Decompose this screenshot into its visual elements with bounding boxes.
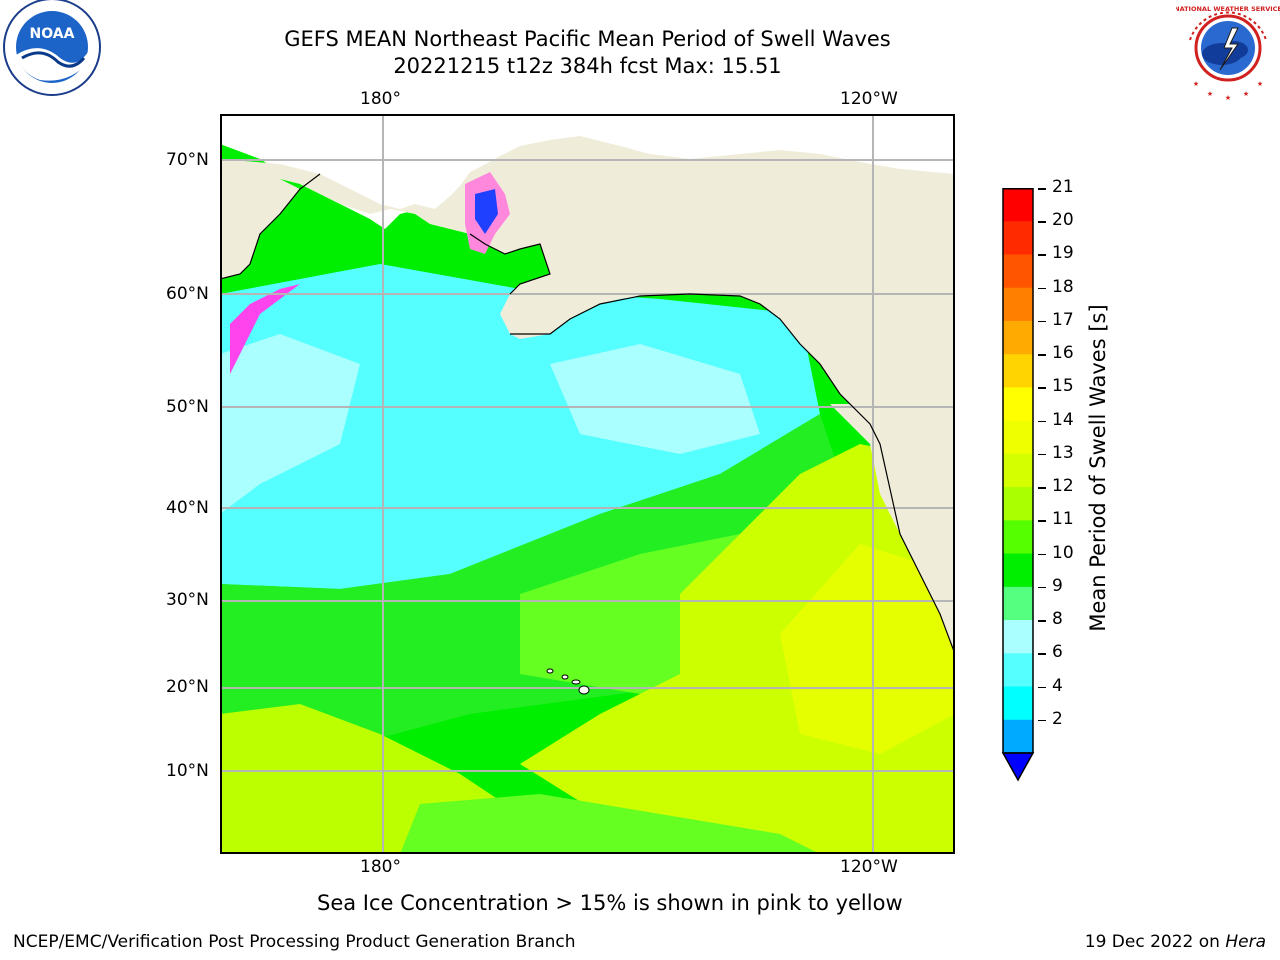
colorbar-swatch <box>1003 188 1033 222</box>
colorbar <box>1000 188 1040 788</box>
colorbar-tick-mark <box>1038 420 1046 423</box>
svg-text:★: ★ <box>1225 94 1231 102</box>
map-panel <box>220 114 955 854</box>
lat-label-60n: 60°N <box>166 284 209 304</box>
lat-label-40n: 40°N <box>166 498 209 518</box>
colorbar-under-arrow <box>1001 752 1035 782</box>
canada-us-coast <box>830 404 955 654</box>
colorbar-swatch <box>1003 553 1033 588</box>
colorbar-swatch <box>1003 387 1033 422</box>
colorbar-tick-label: 8 <box>1052 609 1063 630</box>
colorbar-label: Mean Period of Swell Waves [s] <box>1086 304 1110 632</box>
colorbar-tick-mark <box>1038 453 1046 456</box>
chart-subtitle: 20221215 t12z 384h fcst Max: 15.51 <box>393 54 782 78</box>
swell-zone-9s <box>220 334 360 514</box>
colorbar-tick-mark <box>1038 719 1046 722</box>
colorbar-tick-mark <box>1038 320 1046 323</box>
colorbar-tick-mark <box>1038 653 1046 655</box>
colorbar-tick-mark <box>1038 620 1046 622</box>
colorbar-tick-label: 11 <box>1052 509 1074 530</box>
colorbar-ticks: 21 20 19 18 17 16 15 14 13 12 11 10 9 8 6 4 2 <box>1038 0 1092 960</box>
colorbar-swatch <box>1003 221 1033 255</box>
lon-label-bottom-180: 180° <box>360 857 401 877</box>
lat-label-10n: 10°N <box>166 761 209 781</box>
svg-text:★: ★ <box>1243 90 1249 98</box>
lon-label-bottom-120w: 120°W <box>840 857 898 877</box>
sea-ice-core <box>475 189 498 234</box>
colorbar-swatch <box>1003 320 1033 355</box>
swell-zone-14s <box>780 544 955 754</box>
colorbar-swatch <box>1003 420 1033 455</box>
colorbar-swatch <box>1003 620 1033 654</box>
hawaii-islands <box>546 668 590 695</box>
chart-title: GEFS MEAN Northeast Pacific Mean Period … <box>284 27 891 51</box>
colorbar-tick-label: 19 <box>1052 243 1074 264</box>
nws-logo-icon: ★ ★ ★ ★ ★ NATIONAL WEATHER SERVICE <box>1174 0 1280 104</box>
lat-label-30n: 30°N <box>166 590 209 610</box>
colorbar-swatch <box>1003 520 1033 555</box>
colorbar-tick-label: 12 <box>1052 476 1074 497</box>
colorbar-tick-mark <box>1038 487 1046 489</box>
colorbar-tick-label: 16 <box>1052 343 1074 364</box>
colorbar-swatch <box>1003 453 1033 488</box>
colorbar-tick-mark <box>1038 354 1046 356</box>
colorbar-tick-mark <box>1038 387 1046 389</box>
nws-logo-text: NATIONAL WEATHER SERVICE <box>1176 5 1280 13</box>
svg-text:★: ★ <box>1257 80 1263 88</box>
colorbar-swatch <box>1003 653 1033 688</box>
noaa-logo-icon: NOAA <box>0 0 104 104</box>
lat-label-50n: 50°N <box>166 397 209 417</box>
footer-machine: Hera <box>1225 932 1266 952</box>
colorbar-tick-mark <box>1038 586 1046 589</box>
colorbar-tick-label: 20 <box>1052 210 1074 231</box>
colorbar-tick-label: 17 <box>1052 309 1074 330</box>
lat-label-70n: 70°N <box>166 150 209 170</box>
colorbar-tick-label: 14 <box>1052 409 1074 430</box>
lon-label-top-180: 180° <box>360 89 401 109</box>
footer-left: NCEP/EMC/Verification Post Processing Pr… <box>13 932 576 952</box>
colorbar-tick-label: 15 <box>1052 376 1074 397</box>
svg-text:★: ★ <box>1193 80 1199 88</box>
footer-date: 19 Dec 2022 on <box>1084 932 1226 952</box>
colorbar-tick-mark <box>1038 221 1046 223</box>
colorbar-swatches <box>1001 188 1035 782</box>
colorbar-tick-label: 2 <box>1052 708 1063 729</box>
colorbar-tick-label: 13 <box>1052 442 1074 463</box>
colorbar-tick-label: 4 <box>1052 675 1063 696</box>
siberia-land <box>220 169 300 279</box>
lat-label-20n: 20°N <box>166 677 209 697</box>
colorbar-swatch <box>1003 487 1033 521</box>
map-graticule <box>220 114 955 854</box>
lon-label-top-120w: 120°W <box>840 89 898 109</box>
sea-ice-kamchatka <box>230 284 300 374</box>
colorbar-tick-mark <box>1038 254 1046 256</box>
swell-zone-12s-s <box>400 794 820 854</box>
colorbar-tick-mark <box>1038 520 1046 522</box>
colorbar-swatch <box>1003 586 1033 621</box>
colorbar-swatch <box>1003 254 1033 289</box>
colorbar-border <box>1002 188 1034 754</box>
noaa-logo-text: NOAA <box>30 26 75 42</box>
arctic-ocean <box>220 114 955 229</box>
colorbar-tick-mark <box>1038 686 1046 689</box>
colorbar-swatch <box>1003 719 1033 754</box>
colorbar-tick-mark <box>1038 553 1046 556</box>
colorbar-tick-label: 9 <box>1052 575 1063 596</box>
colorbar-swatch <box>1003 686 1033 721</box>
sea-ice-note: Sea Ice Concentration > 15% is shown in … <box>317 891 903 915</box>
colorbar-swatch <box>1003 354 1033 388</box>
colorbar-swatch <box>1003 287 1033 322</box>
swell-zone-9s-b <box>550 344 760 454</box>
colorbar-tick-label: 10 <box>1052 542 1074 563</box>
colorbar-tick-label: 18 <box>1052 276 1074 297</box>
svg-text:★: ★ <box>1207 90 1213 98</box>
colorbar-tick-mark <box>1038 287 1046 290</box>
colorbar-tick-mark <box>1038 188 1046 190</box>
footer-right: 19 Dec 2022 on Hera <box>1085 932 1266 952</box>
colorbar-tick-label: 6 <box>1052 642 1063 663</box>
swell-period-map <box>220 114 955 854</box>
swell-zone-13-14s <box>520 444 955 854</box>
colorbar-tick-label: 21 <box>1052 177 1074 197</box>
